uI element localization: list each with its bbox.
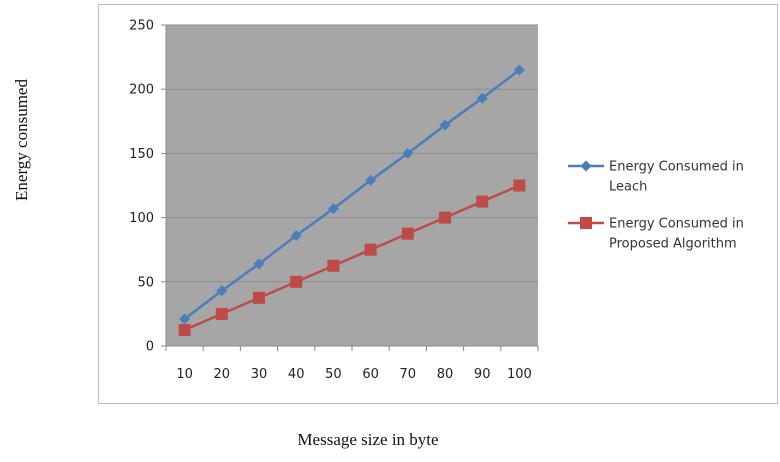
series-1-point bbox=[365, 174, 377, 186]
series-line-1 bbox=[183, 68, 521, 321]
series-2-point bbox=[290, 275, 303, 288]
y-tick-label: 0 bbox=[146, 340, 154, 355]
series-2-point bbox=[364, 243, 377, 256]
series-1-point bbox=[402, 147, 414, 159]
y-tick-label: 250 bbox=[129, 19, 154, 34]
x-tick-label: 20 bbox=[214, 367, 231, 382]
x-axis-title: Message size in byte bbox=[297, 430, 439, 449]
y-tick-label: 50 bbox=[137, 275, 154, 290]
series-2-point bbox=[215, 307, 228, 320]
x-tick-label: 10 bbox=[176, 367, 193, 382]
x-tick-label: 50 bbox=[325, 367, 342, 382]
series-2-point bbox=[476, 195, 489, 208]
x-tick-label: 80 bbox=[437, 367, 454, 382]
series-1-point bbox=[253, 258, 265, 270]
y-tick-label: 100 bbox=[129, 211, 154, 226]
series-2-point bbox=[401, 227, 414, 240]
x-tick-label: 30 bbox=[251, 367, 268, 382]
y-tick-label: 150 bbox=[129, 147, 154, 162]
legend-label: Proposed Algorithm bbox=[609, 237, 737, 252]
legend-marker bbox=[580, 160, 592, 172]
legend-label: Leach bbox=[609, 180, 647, 195]
series-1-point bbox=[513, 64, 525, 76]
legend-label: Energy Consumed in bbox=[609, 160, 744, 175]
series-2-point bbox=[327, 259, 340, 272]
series-1-point bbox=[179, 313, 191, 325]
x-tick-label: 90 bbox=[474, 367, 491, 382]
series-1-point bbox=[439, 119, 451, 131]
series-1-point bbox=[216, 285, 228, 297]
series-2-point bbox=[178, 323, 191, 336]
plot-background bbox=[166, 25, 538, 346]
legend-marker bbox=[580, 217, 592, 229]
x-tick-label: 100 bbox=[507, 367, 532, 382]
series-2-point bbox=[513, 179, 526, 192]
x-tick-label: 60 bbox=[362, 367, 379, 382]
series-2-point bbox=[439, 211, 451, 224]
x-tick-label: 40 bbox=[288, 367, 305, 382]
legend-label: Energy Consumed in bbox=[609, 217, 744, 232]
x-tick-label: 70 bbox=[400, 367, 417, 382]
series-1-point bbox=[290, 230, 302, 242]
y-tick-label: 200 bbox=[129, 83, 154, 98]
series-1-point bbox=[327, 203, 339, 215]
series-1-point bbox=[476, 92, 488, 104]
series-2-point bbox=[253, 291, 265, 304]
series-line-2 bbox=[184, 184, 520, 332]
